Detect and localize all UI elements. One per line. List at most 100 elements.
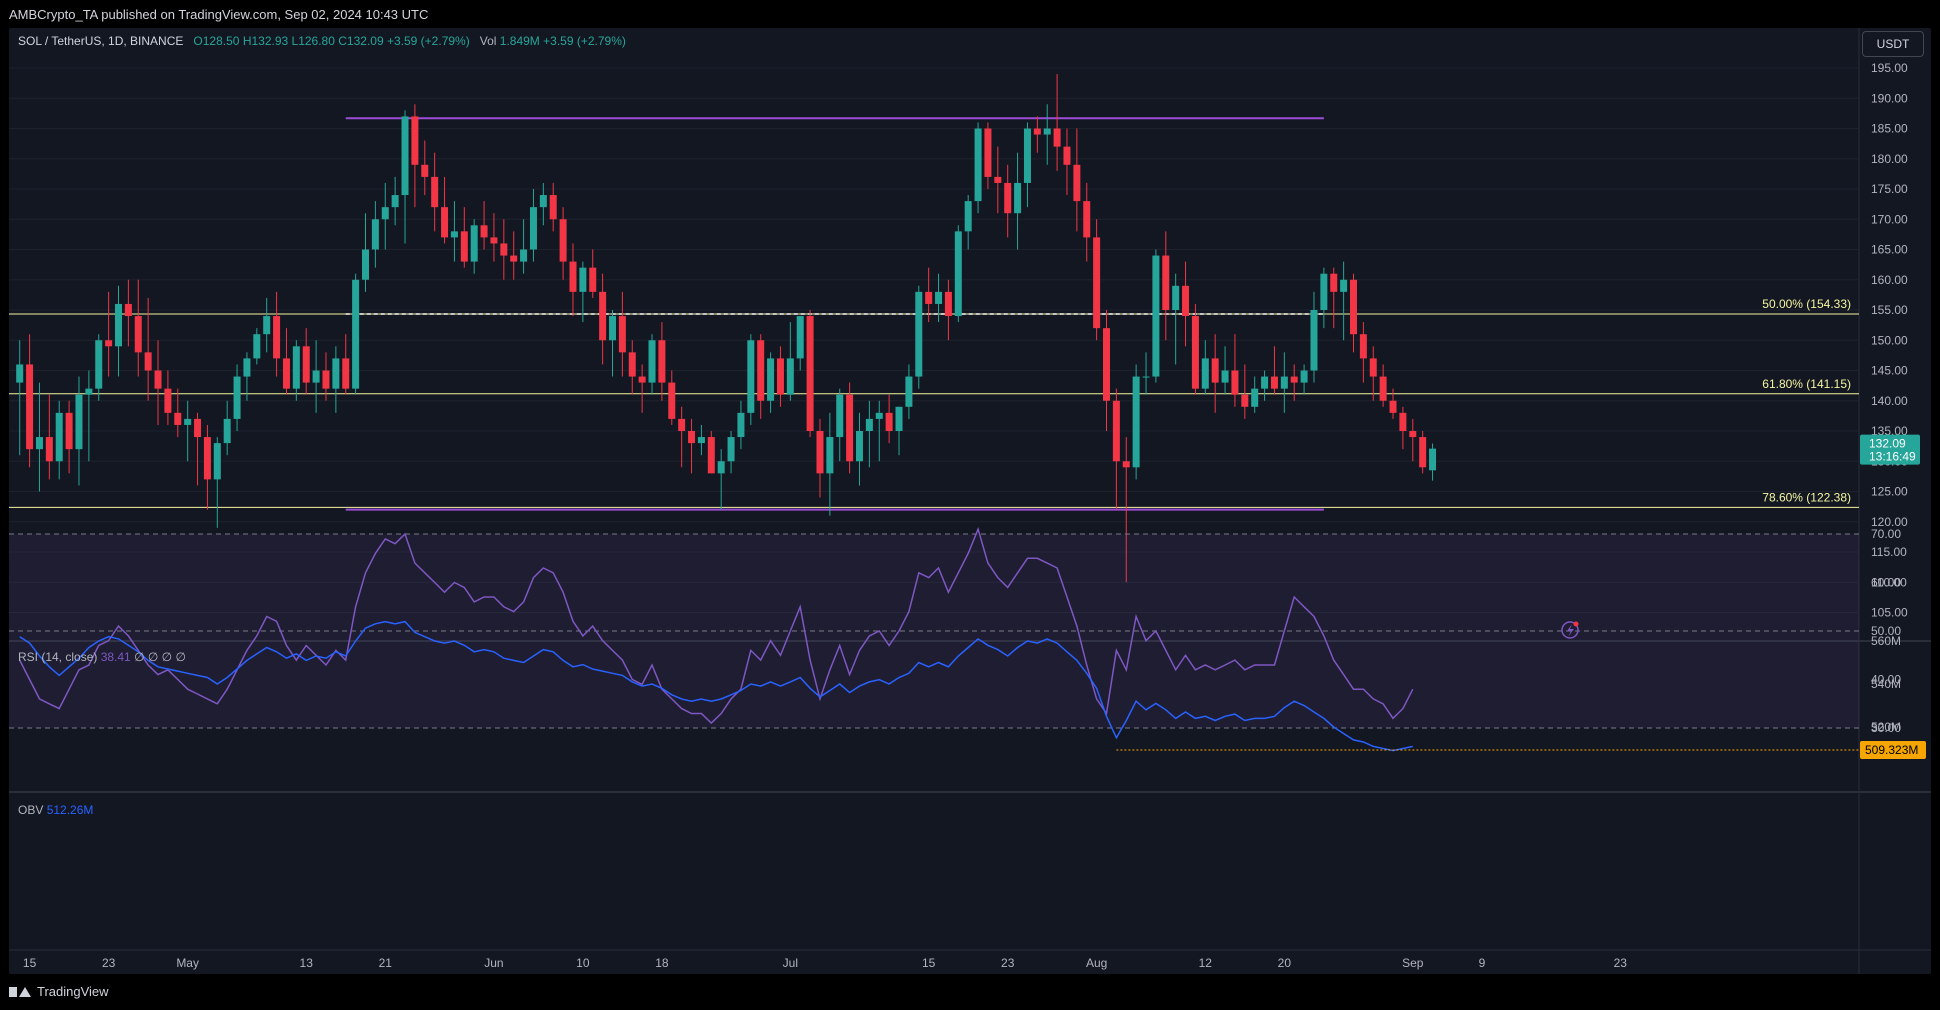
rsi-tick-label: 60.00 — [1871, 576, 1901, 590]
symbol-legend[interactable]: SOL / TetherUS, 1D, BINANCE O128.50 H132… — [18, 34, 626, 48]
candle-body — [1201, 358, 1209, 389]
last-price-value: 132.09 — [1869, 437, 1906, 451]
time-axis[interactable]: 15 23 May 13 21 Jun 10 18 Jul 15 23 Aug 12 20 Sep 9 23 — [23, 956, 1627, 970]
price-tick-label: 165.00 — [1871, 243, 1908, 257]
candle-body — [1389, 400, 1397, 413]
candle-body — [510, 255, 518, 262]
ohlc-open: O128.50 — [193, 34, 240, 48]
candle-body — [431, 176, 439, 208]
candle-body — [984, 128, 992, 177]
candle-body — [1112, 400, 1120, 462]
candle-body — [589, 267, 597, 292]
candle-body — [253, 334, 261, 359]
candle-body — [1409, 431, 1417, 438]
candle-body — [1369, 358, 1377, 377]
candle-body — [1132, 376, 1140, 468]
time-tick-label: 21 — [379, 956, 393, 970]
candle-body — [905, 376, 913, 407]
candle-body — [233, 376, 241, 419]
candle-body — [1419, 437, 1427, 468]
candle-body — [302, 346, 310, 383]
time-tick-label: 23 — [102, 956, 116, 970]
candle-body — [1172, 285, 1180, 310]
price-tick-label: 180.00 — [1871, 152, 1908, 166]
candle-body — [282, 358, 290, 389]
candle-body — [727, 437, 735, 462]
candle-body — [1261, 376, 1269, 389]
price-tick-label: 110.00 — [1871, 575, 1907, 589]
candle-body — [411, 116, 419, 165]
price-tick-label: 145.00 — [1871, 364, 1908, 378]
price-tick-label: 115.00 — [1871, 545, 1907, 559]
obv-line — [19, 620, 1413, 752]
candle-body — [312, 370, 320, 383]
rsi-legend[interactable]: RSI (14, close) 38.41 ∅ ∅ ∅ ∅ — [18, 650, 186, 664]
price-tick-label: 175.00 — [1871, 182, 1908, 196]
candle-body — [1043, 128, 1051, 135]
candle-body — [1211, 358, 1219, 383]
time-tick-label: Sep — [1402, 956, 1424, 970]
candle-body — [213, 443, 221, 480]
chart-panel[interactable]: 50.00% (154.33) 61.80% (141.15) 78.60% (12… — [9, 28, 1931, 974]
candle-body — [75, 394, 83, 450]
candle-body — [816, 431, 824, 474]
candle-body — [658, 340, 666, 383]
candle-body — [717, 461, 725, 474]
volume-label: Vol — [479, 34, 497, 48]
time-tick-label: Aug — [1086, 956, 1107, 970]
volume-change: +3.59 (+2.79%) — [543, 34, 626, 48]
obv-legend[interactable]: OBV 512.26M — [18, 803, 93, 817]
candle-body — [964, 201, 972, 232]
price-axis[interactable]: 195.00 190.00 185.00 180.00 175.00 170.00 165.… — [1860, 61, 1920, 620]
candle-body — [915, 291, 923, 377]
candle-body — [628, 352, 636, 377]
obv-tick-label: 520M — [1871, 720, 1901, 734]
candle-body — [105, 340, 113, 347]
candle-body — [184, 418, 192, 425]
candle-body — [579, 267, 587, 292]
candle-body — [707, 437, 715, 474]
candle-body — [757, 340, 765, 401]
candle-body — [292, 346, 300, 389]
candle-body — [95, 340, 103, 389]
time-tick-label: 23 — [1614, 956, 1628, 970]
footer: TradingView — [0, 974, 1940, 1010]
candle-body — [1429, 448, 1437, 471]
candle-body — [441, 207, 449, 238]
candle-body — [115, 303, 122, 347]
publish-info: AMBCrypto_TA published on TradingView.co… — [9, 7, 429, 22]
candle-body — [223, 418, 231, 444]
candle-body — [648, 340, 656, 383]
candle-body — [1023, 128, 1031, 183]
price-tick-label: 120.00 — [1871, 515, 1908, 529]
rsi-value: 38.41 — [100, 650, 131, 664]
price-tick-label: 105.00 — [1871, 606, 1908, 620]
time-tick-label: 18 — [655, 956, 669, 970]
currency-button[interactable]: USDT — [1862, 31, 1924, 57]
candle-body — [381, 207, 389, 220]
candle-body — [35, 437, 43, 450]
candle-body — [826, 437, 834, 474]
candle-body — [1300, 370, 1308, 383]
candle-body — [747, 340, 755, 413]
publish-header: AMBCrypto_TA published on TradingView.co… — [0, 0, 1940, 28]
candle-body — [549, 195, 557, 220]
candle-body — [1073, 164, 1081, 202]
candle-body — [391, 195, 399, 208]
candle-body — [1379, 376, 1387, 401]
candle-body — [856, 431, 863, 462]
rsi-extra: ∅ ∅ ∅ ∅ — [134, 650, 186, 664]
candle-body — [935, 291, 943, 304]
candle-body — [1350, 279, 1357, 335]
candle-body — [194, 418, 202, 438]
candle-body — [786, 358, 794, 395]
rsi-tick-label: 30.00 — [1871, 721, 1901, 735]
tradingview-logo[interactable]: TradingView — [9, 984, 109, 999]
time-tick-label: 13 — [300, 956, 314, 970]
candle-body — [45, 437, 53, 462]
candle-body — [954, 231, 962, 317]
candle-body — [697, 437, 705, 444]
price-tick-label: 190.00 — [1871, 91, 1908, 105]
price-tick-label: 125.00 — [1871, 485, 1908, 499]
chart-canvas[interactable]: 50.00% (154.33) 61.80% (141.15) 78.60% (12… — [9, 28, 1931, 974]
